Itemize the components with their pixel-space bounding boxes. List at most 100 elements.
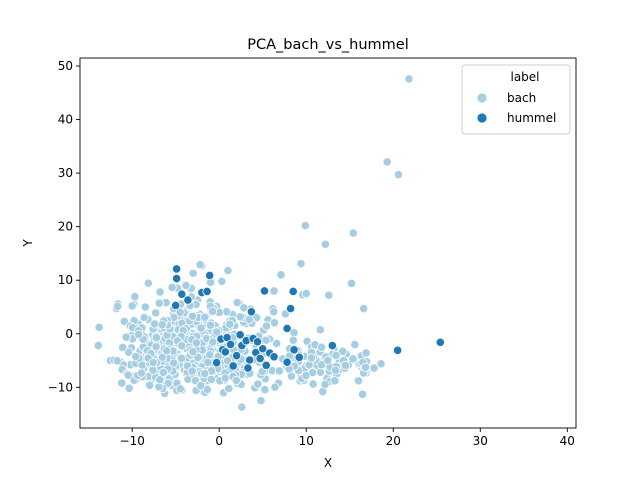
bach-point-352 (270, 382, 280, 392)
bach-point-629 (330, 376, 340, 386)
bach-point-649 (317, 342, 327, 352)
bach-point-680 (223, 265, 233, 276)
bach-point-451 (167, 282, 177, 292)
hummel-point-37 (228, 361, 238, 371)
hummel-point-5 (171, 300, 181, 310)
x-tick-label: −10 (120, 434, 145, 448)
hummel-point-23 (245, 355, 255, 365)
hummel-point-32 (294, 352, 304, 362)
hummel-point-12 (282, 323, 292, 334)
bach-point-525 (203, 357, 213, 367)
bach-point-557 (191, 338, 201, 348)
y-tick-label: 0 (65, 327, 73, 341)
bach-point-686 (94, 322, 104, 332)
y-axis-label: Y (21, 239, 35, 248)
bach-point-637 (338, 346, 348, 356)
hummel-point-9 (288, 286, 298, 297)
bach-point-539 (175, 384, 185, 394)
bach-point-72 (272, 338, 282, 348)
bach-point-571 (187, 366, 197, 376)
bach-point-638 (320, 379, 330, 390)
points-layer (93, 74, 445, 412)
bach-point-685 (301, 288, 311, 299)
legend-marker-bach (476, 92, 488, 104)
bach-point-684 (276, 270, 286, 280)
bach-point-492 (151, 333, 161, 343)
bach-point-683 (324, 290, 334, 300)
bach-point-56 (237, 402, 247, 412)
bach-point-512 (118, 342, 128, 353)
x-tick-label: 30 (473, 434, 488, 448)
hummel-point-35 (435, 337, 445, 347)
hummel-point-20 (232, 351, 242, 361)
bach-point-574 (175, 307, 185, 317)
legend-label-bach: bach (507, 91, 536, 105)
hummel-point-34 (393, 345, 403, 355)
bach-point-107 (376, 359, 386, 369)
bach-point-676 (348, 228, 358, 238)
bach-point-217 (269, 307, 279, 317)
bach-point-601 (157, 352, 167, 362)
bach-point-585 (158, 367, 168, 377)
bach-point-381 (288, 335, 298, 345)
bach-point-427 (235, 312, 245, 322)
legend-marker-hummel (476, 112, 488, 124)
hummel-point-18 (212, 358, 222, 368)
hummel-point-31 (289, 345, 299, 355)
bach-point-597 (200, 312, 210, 322)
bach-point-312 (244, 314, 254, 325)
y-tick-label: −10 (48, 380, 73, 394)
bach-point-34 (188, 268, 198, 278)
bach-point-622 (350, 339, 360, 350)
y-tick-label: 40 (58, 113, 73, 127)
bach-point-575 (239, 303, 249, 313)
bach-point-71 (269, 286, 279, 296)
bach-point-569 (196, 381, 206, 391)
bach-point-593 (134, 329, 144, 340)
bach-point-678 (296, 259, 306, 269)
x-tick-label: 10 (299, 434, 314, 448)
hummel-point-28 (258, 344, 268, 354)
x-tick-label: 40 (560, 434, 575, 448)
hummel-point-19 (225, 339, 236, 350)
bach-point-415 (112, 356, 122, 366)
bach-point-490 (149, 319, 160, 329)
hummel-point-0 (171, 264, 182, 274)
bach-point-202 (260, 385, 270, 395)
bach-point-4 (117, 378, 127, 388)
bach-point-589 (231, 375, 241, 386)
bach-point-560 (136, 368, 147, 378)
bach-point-675 (300, 221, 310, 231)
y-tick-label: 50 (58, 59, 73, 73)
bach-point-668 (316, 360, 327, 370)
x-tick-label: 0 (215, 434, 223, 448)
hummel-point-26 (252, 337, 263, 347)
bach-point-573 (113, 301, 123, 311)
bach-point-647 (331, 350, 341, 361)
legend-label-hummel: hummel (507, 111, 556, 125)
bach-point-466 (143, 278, 153, 288)
hummel-point-33 (282, 357, 292, 367)
bach-point-674 (393, 170, 404, 180)
axes-frame (79, 57, 577, 429)
x-axis-label: X (324, 456, 332, 470)
bach-point-592 (123, 370, 133, 380)
bach-point-634 (348, 354, 358, 364)
legend-box (461, 64, 571, 135)
hummel-point-29 (261, 360, 271, 370)
bach-point-670 (306, 353, 317, 363)
bach-point-1 (93, 340, 103, 351)
hummel-point-10 (285, 303, 296, 314)
hummel-point-8 (259, 286, 270, 296)
bach-point-521 (127, 301, 137, 311)
bach-point-241 (315, 325, 325, 335)
hummel-point-6 (183, 295, 193, 305)
bach-point-583 (177, 341, 187, 351)
bach-point-17 (151, 308, 161, 318)
bach-point-595 (148, 357, 158, 368)
bach-point-375 (232, 297, 242, 308)
bach-point-580 (131, 351, 141, 362)
bach-point-650 (353, 376, 364, 386)
bach-point-315 (181, 280, 191, 291)
